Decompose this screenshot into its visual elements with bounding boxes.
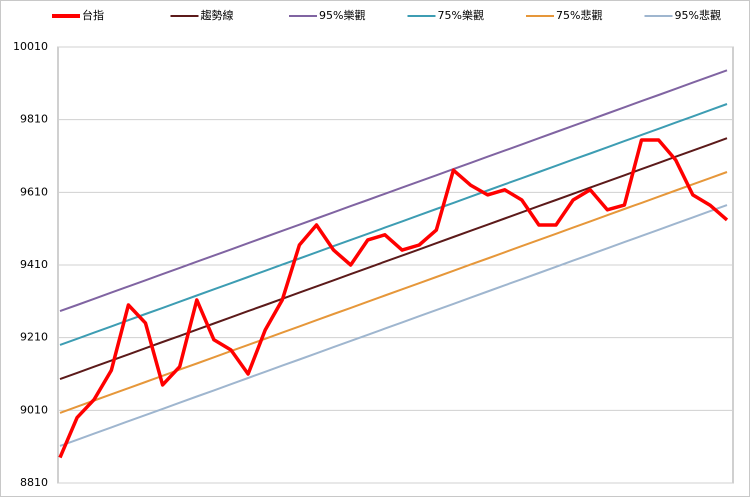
legend-label: 75%悲觀 <box>556 8 602 22</box>
y-tick-label: 9810 <box>20 113 48 126</box>
series-line <box>58 138 729 459</box>
y-tick-label: 9610 <box>20 185 48 198</box>
y-tick-label: 9410 <box>20 258 48 271</box>
legend-label: 台指 <box>82 8 104 22</box>
series-line <box>59 171 728 414</box>
legend-label: 75%樂觀 <box>438 8 484 22</box>
series-line <box>59 204 728 447</box>
series-line <box>59 103 728 346</box>
series-line <box>59 69 728 313</box>
y-tick-label: 8810 <box>20 476 48 489</box>
y-tick-label: 9010 <box>20 403 48 416</box>
series-line <box>59 137 728 381</box>
legend-label: 95%樂觀 <box>319 8 365 22</box>
y-tick-label: 10010 <box>13 40 48 53</box>
legend-label: 趨勢線 <box>201 8 234 22</box>
legend-label: 95%悲觀 <box>675 8 721 22</box>
y-tick-label: 9210 <box>20 331 48 344</box>
